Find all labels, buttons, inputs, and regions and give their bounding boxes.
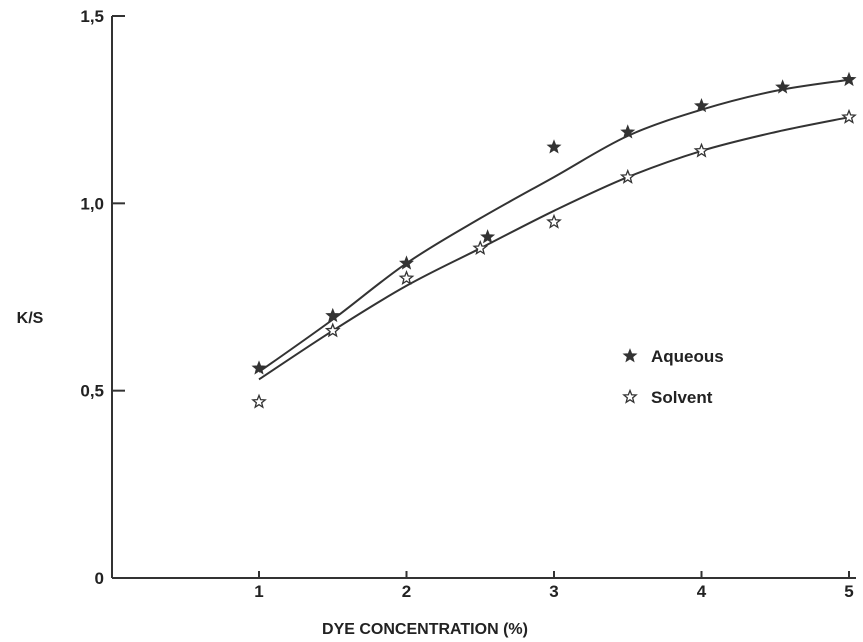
x-tick-label: 1 <box>254 582 263 601</box>
aqueous-data-point <box>480 229 496 244</box>
y-tick-label: 0 <box>95 569 104 588</box>
x-axis-title: DYE CONCENTRATION (%) <box>322 621 528 638</box>
solvent-curve <box>258 116 850 381</box>
aqueous-data-point <box>399 255 414 270</box>
y-tick-label: 1,5 <box>80 7 104 26</box>
solvent-data-point <box>841 108 857 124</box>
y-ticks: 0 0,5 1,0 1,5 <box>80 7 125 588</box>
aqueous-data-point <box>546 139 562 154</box>
solvent-data-point <box>324 322 341 338</box>
legend-label-solvent: Solvent <box>651 388 713 407</box>
aqueous-data-point <box>620 124 636 139</box>
solvent-data-point <box>619 168 636 184</box>
aqueous-curve <box>258 78 850 373</box>
legend: Aqueous Solvent <box>622 347 724 407</box>
axes <box>111 16 856 579</box>
data-markers <box>251 71 857 409</box>
x-tick-label: 3 <box>549 582 558 601</box>
solvent-data-point <box>398 269 415 285</box>
solvent-data-point <box>693 142 710 158</box>
aqueous-data-point <box>841 71 857 87</box>
x-tick-label: 2 <box>402 582 411 601</box>
y-axis-title: K/S <box>17 310 44 327</box>
x-tick-label: 5 <box>844 582 853 601</box>
solvent-data-point <box>251 393 267 409</box>
fitted-curves <box>258 78 850 381</box>
legend-marker-aqueous <box>622 348 638 363</box>
aqueous-data-point <box>251 360 267 375</box>
solvent-data-point <box>546 213 562 229</box>
aqueous-data-point <box>325 307 341 323</box>
y-tick-label: 1,0 <box>80 194 104 213</box>
aqueous-data-point <box>775 79 791 94</box>
x-ticks: 1 2 3 4 5 <box>254 571 854 601</box>
legend-marker-solvent <box>622 388 638 404</box>
legend-label-aqueous: Aqueous <box>651 347 724 366</box>
aqueous-data-point <box>694 98 709 113</box>
x-tick-label: 4 <box>697 582 707 601</box>
y-tick-label: 0,5 <box>80 382 104 401</box>
solvent-data-point <box>472 239 489 256</box>
